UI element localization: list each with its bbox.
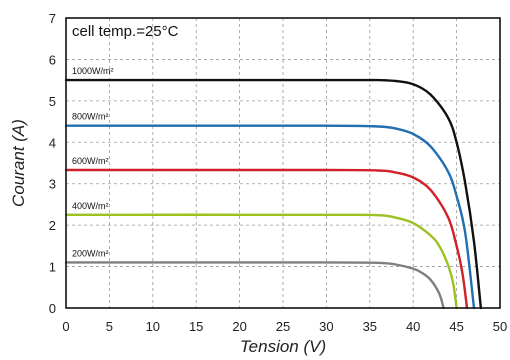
x-axis-title: Tension (V) [240, 337, 326, 356]
x-tick-label-7: 35 [363, 319, 377, 334]
x-tick-label-5: 25 [276, 319, 290, 334]
grid [66, 18, 500, 308]
series-curve-1 [64, 124, 476, 310]
y-tick-label-0: 0 [49, 301, 56, 316]
y-tick-label-1: 1 [49, 260, 56, 275]
y-tick-label-2: 2 [49, 218, 56, 233]
plot-frame [65, 17, 501, 309]
y-tick-labels: 0 1 2 3 4 5 6 7 [49, 11, 56, 316]
y-tick-label-4: 4 [49, 135, 56, 150]
series-label-4: 200W/m² [72, 248, 109, 258]
series-curves [64, 78, 483, 310]
y-tick-label-7: 7 [49, 11, 56, 26]
x-tick-label-10: 50 [493, 319, 507, 334]
x-tick-label-8: 40 [406, 319, 420, 334]
series-label-1: 800W/m² [72, 112, 109, 122]
x-tick-labels: 0 5 10 15 20 25 30 35 40 45 50 [62, 319, 507, 334]
x-tick-label-2: 10 [146, 319, 160, 334]
x-tick-label-3: 15 [189, 319, 203, 334]
temperature-annotation: cell temp.=25°C [72, 23, 179, 40]
series-curve-3 [64, 213, 458, 310]
series-curve-2 [64, 168, 469, 310]
x-tick-label-1: 5 [106, 319, 113, 334]
series-labels: 1000W/m² 800W/m² 600W/m² 400W/m² 200W/m² [72, 66, 114, 258]
series-label-2: 600W/m² [72, 156, 109, 166]
y-axis-title: Courant (A) [9, 119, 28, 207]
series-curve-4 [64, 261, 445, 310]
y-tick-label-6: 6 [49, 52, 56, 67]
x-tick-label-9: 45 [449, 319, 463, 334]
x-tick-label-6: 30 [319, 319, 333, 334]
x-tick-label-0: 0 [62, 319, 69, 334]
series-label-0: 1000W/m² [72, 66, 114, 76]
x-tick-label-4: 20 [232, 319, 246, 334]
series-curve-0 [64, 78, 483, 310]
series-label-3: 400W/m² [72, 201, 109, 211]
y-tick-label-3: 3 [49, 177, 56, 192]
y-tick-label-5: 5 [49, 94, 56, 109]
